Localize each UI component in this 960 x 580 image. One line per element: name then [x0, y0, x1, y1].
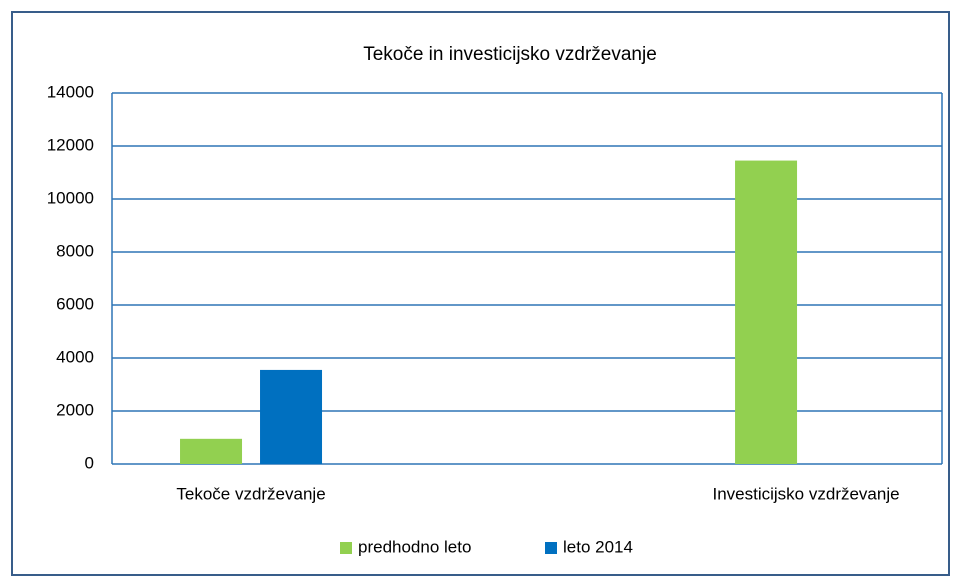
y-tick-label: 12000	[47, 135, 94, 154]
x-tick-label: Tekoče vzdrževanje	[176, 484, 325, 503]
legend-swatch	[340, 542, 352, 554]
y-tick-label: 2000	[56, 400, 94, 419]
y-tick-label: 4000	[56, 347, 94, 366]
y-tick-label: 14000	[47, 82, 94, 101]
bar	[735, 160, 798, 464]
y-tick-label: 0	[85, 453, 94, 472]
bar	[180, 438, 243, 464]
legend-swatch	[545, 542, 557, 554]
y-tick-label: 8000	[56, 241, 94, 260]
legend-label: leto 2014	[563, 537, 633, 556]
y-tick-label: 10000	[47, 188, 94, 207]
legend-label: predhodno leto	[358, 537, 471, 556]
bar	[260, 369, 323, 464]
x-tick-label: Investicijsko vzdrževanje	[713, 484, 900, 503]
y-tick-label: 6000	[56, 294, 94, 313]
chart-title: Tekoče in investicijsko vzdrževanje	[363, 44, 657, 65]
